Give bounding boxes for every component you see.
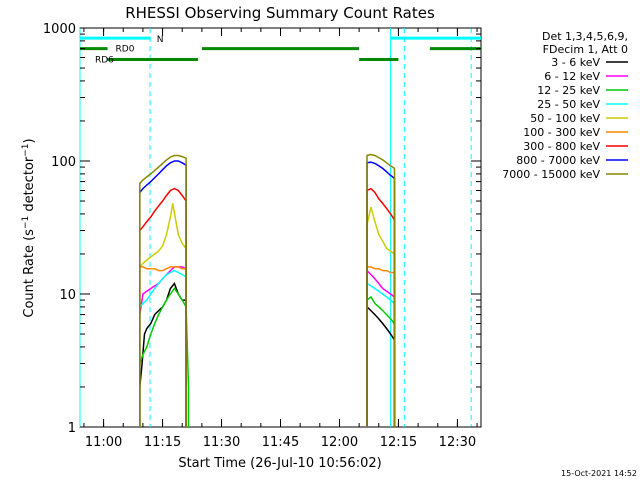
axes: 1 10 100 1000 11:00 11:15 11:30 11:45 12:00 12:15… xyxy=(43,22,481,450)
y-axis-label: Count Rate (s−1 detector−1) xyxy=(21,138,37,317)
series-line-7-seg1 xyxy=(139,160,187,427)
y-axis-label-detector: detector xyxy=(22,156,37,216)
flag-label-rd6: RD6 xyxy=(95,55,114,65)
series-line-2-seg2 xyxy=(366,295,396,427)
legend-entry-label-5: 100 - 300 keV xyxy=(523,126,600,139)
flag-label-n: N xyxy=(157,35,164,45)
series-line-5-seg2 xyxy=(366,266,396,427)
y-axis-label-sup-2: −1 xyxy=(21,143,31,156)
y-tick-label-3: 1000 xyxy=(43,22,76,37)
series-line-4-seg1 xyxy=(139,203,187,427)
series-line-3-seg1 xyxy=(139,269,187,427)
y-tick-label-2: 100 xyxy=(51,155,76,170)
y-tick-label-1: 10 xyxy=(59,288,76,303)
series-line-1-seg2 xyxy=(366,268,396,427)
series-line-5-seg1 xyxy=(139,266,187,427)
series-line-4-seg2 xyxy=(366,206,396,427)
x-tick-label-3: 11:45 xyxy=(262,435,299,450)
legend-header-1: FDecim 1, Att 0 xyxy=(543,43,628,56)
x-tick-label-5: 12:15 xyxy=(380,435,417,450)
legend-header-0: Det 1,3,4,5,6,9, xyxy=(542,30,628,43)
series-line-2-seg1 xyxy=(139,287,190,427)
legend-entry-label-0: 3 - 6 keV xyxy=(551,56,600,69)
legend-entry-label-6: 300 - 800 keV xyxy=(523,140,600,153)
series-line-6-seg2 xyxy=(366,187,396,427)
x-tick-label-0: 11:00 xyxy=(85,435,122,450)
flag-label-rd0: RD0 xyxy=(116,45,135,55)
y-axis-label-text: Count Rate (s xyxy=(22,229,37,318)
legend-entry-label-3: 25 - 50 keV xyxy=(537,98,600,111)
y-axis-label-sup-1: −1 xyxy=(21,216,31,229)
legend-entry-label-1: 6 - 12 keV xyxy=(544,70,600,83)
legend: Det 1,3,4,5,6,9,FDecim 1, Att 03 - 6 keV… xyxy=(502,30,628,181)
series-line-0-seg2 xyxy=(366,305,396,427)
vertical-markers xyxy=(79,28,472,427)
legend-entry-label-2: 12 - 25 keV xyxy=(537,84,600,97)
x-tick-label-2: 11:30 xyxy=(203,435,240,450)
x-tick-label-1: 11:15 xyxy=(144,435,181,450)
series-line-3-seg2 xyxy=(366,282,396,427)
legend-entry-label-7: 800 - 7000 keV xyxy=(516,154,600,167)
x-tick-label-6: 12:30 xyxy=(439,435,476,450)
series-line-8-seg1 xyxy=(139,154,187,427)
series-line-8-seg2 xyxy=(366,153,396,427)
x-axis-label: Start Time (26-Jul-10 10:56:02) xyxy=(178,456,381,471)
series-line-7-seg2 xyxy=(366,161,396,427)
series-lines xyxy=(139,153,396,427)
timestamp: 15-Oct-2021 14:52 xyxy=(561,469,637,478)
chart-title: RHESSI Observing Summary Count Rates xyxy=(125,4,435,22)
legend-entry-label-8: 7000 - 15000 keV xyxy=(502,168,600,181)
y-tick-label-0: 1 xyxy=(68,421,76,436)
series-line-6-seg1 xyxy=(139,187,187,427)
x-tick-label-4: 12:00 xyxy=(321,435,358,450)
y-axis-label-close: ) xyxy=(22,138,37,143)
legend-entry-label-4: 50 - 100 keV xyxy=(530,112,600,125)
